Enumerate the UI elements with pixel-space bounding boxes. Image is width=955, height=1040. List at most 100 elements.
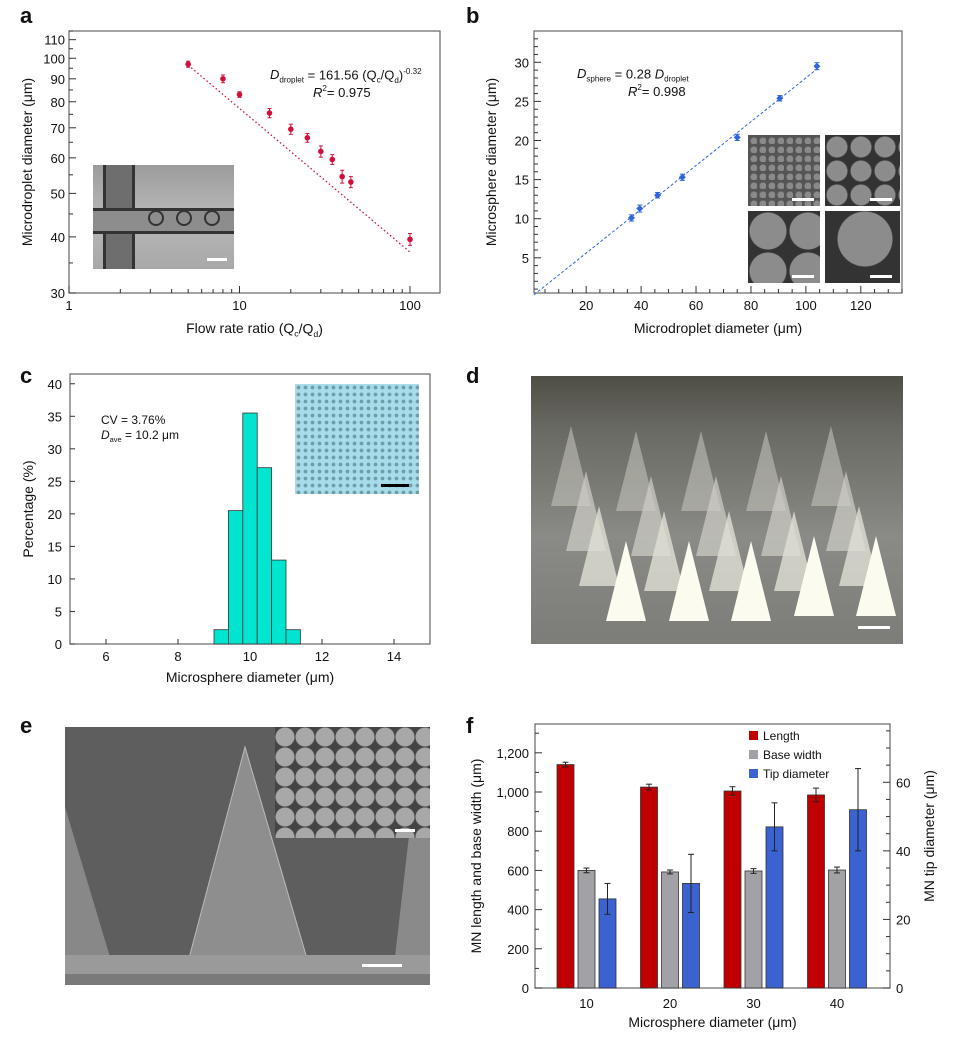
bar-length xyxy=(807,794,825,989)
y-tick-label: 70 xyxy=(51,121,65,136)
y-tick-label: 200 xyxy=(507,942,529,957)
bar-base-width xyxy=(744,870,763,989)
y-tick-label: 10 xyxy=(48,572,62,587)
r-squared: R2= 0.998 xyxy=(628,83,686,99)
y-tick-label: 30 xyxy=(51,286,65,301)
x-tick-label: 60 xyxy=(689,298,703,313)
sem-inset-grid xyxy=(748,135,900,283)
microneedle-sem-cones xyxy=(65,745,430,985)
r-squared: R2= 0.975 xyxy=(313,84,371,100)
y-axis-label: Microsphere diameter (μm) xyxy=(483,78,499,246)
x-tick-label: 8 xyxy=(174,649,181,664)
legend-swatch xyxy=(749,731,758,740)
data-point xyxy=(185,61,191,67)
y2-tick-label: 60 xyxy=(896,775,910,790)
scale-bar xyxy=(870,198,892,201)
data-point xyxy=(678,173,686,181)
bar-length xyxy=(556,764,575,989)
y2-axis-label: MN tip diameter (μm) xyxy=(921,770,937,902)
fit-line xyxy=(533,68,818,296)
microneedle-sem-photo xyxy=(65,727,430,985)
x-tick-label: 10 xyxy=(579,996,593,1011)
y-tick-label: 30 xyxy=(48,442,62,457)
x-tick-label: 120 xyxy=(850,298,872,313)
y-tick-label: 5 xyxy=(522,251,529,266)
histogram-bar xyxy=(256,467,273,645)
data-point xyxy=(654,191,662,199)
panel-letter-b: b xyxy=(466,3,480,28)
x-tick-label: 14 xyxy=(387,649,401,664)
x-tick-label: 40 xyxy=(830,996,844,1011)
data-point xyxy=(776,94,784,102)
data-point xyxy=(813,62,821,70)
y2-tick-label: 20 xyxy=(896,912,910,927)
data-point xyxy=(348,179,354,185)
y-tick-label: 30 xyxy=(515,55,529,70)
y-tick-label: 15 xyxy=(515,173,529,188)
y-tick-label: 25 xyxy=(48,474,62,489)
bar-base-width xyxy=(577,870,596,989)
plot-frame xyxy=(68,30,441,294)
microsphere-sem-inset xyxy=(275,727,430,838)
panel-letter-e: e xyxy=(20,713,33,738)
data-point xyxy=(407,236,413,243)
x-tick-label: 12 xyxy=(315,649,329,664)
y-tick-label: 20 xyxy=(48,507,62,522)
data-point xyxy=(236,91,243,98)
x-tick-label: 20 xyxy=(579,298,593,313)
scale-bar xyxy=(381,484,409,487)
y-axis-label: MN length and base width (μm) xyxy=(468,759,484,954)
histogram-bar xyxy=(285,629,301,645)
y-tick-label: 0 xyxy=(522,981,529,996)
x-tick-label: 1 xyxy=(65,298,72,313)
x-tick-label: 6 xyxy=(102,649,109,664)
panel-letter-a: a xyxy=(20,3,33,28)
y-tick-label: 1,000 xyxy=(496,785,529,800)
y-tick-label: 40 xyxy=(48,377,62,392)
data-point xyxy=(329,156,336,163)
data-point xyxy=(288,126,294,132)
data-point xyxy=(627,214,635,222)
x-tick-label: 20 xyxy=(663,996,677,1011)
x-tick-label: 10 xyxy=(232,298,246,313)
scale-bar xyxy=(858,626,890,629)
y-tick-label: 5 xyxy=(55,604,62,619)
scale-bar xyxy=(792,198,814,201)
plot-frame xyxy=(533,30,903,294)
sem-image-4 xyxy=(825,211,900,283)
y2-tick-label: 0 xyxy=(896,981,903,996)
fit-equation: Dsphere = 0.28 Ddroplet xyxy=(577,66,689,84)
y-tick-label: 35 xyxy=(48,409,62,424)
y-tick-label: 110 xyxy=(44,33,65,48)
x-tick-label: 40 xyxy=(634,298,648,313)
y-tick-label: 800 xyxy=(507,824,529,839)
data-point xyxy=(220,75,226,82)
x-tick-label: 10 xyxy=(243,649,257,664)
y-tick-label: 1,200 xyxy=(496,746,529,761)
x-tick-label: 80 xyxy=(744,298,758,313)
sem-image-1 xyxy=(748,135,820,206)
fit-line xyxy=(187,64,411,253)
y-tick-label: 600 xyxy=(507,863,529,878)
y-axis-label: Percentage (%) xyxy=(20,460,36,557)
bar-base-width xyxy=(828,869,846,989)
x-tick-label: 100 xyxy=(399,298,421,313)
cv-annotation: CV = 3.76% xyxy=(101,413,166,427)
bar-length xyxy=(640,786,658,989)
y-tick-label: 50 xyxy=(51,186,65,201)
x-tick-label: 30 xyxy=(746,996,760,1011)
y-tick-label: 100 xyxy=(43,51,65,66)
data-point xyxy=(266,110,273,116)
y-tick-label: 25 xyxy=(515,94,529,109)
x-axis-label: Microsphere diameter (μm) xyxy=(628,1014,796,1030)
y-tick-label: 400 xyxy=(507,903,529,918)
y-tick-label: 0 xyxy=(55,637,62,652)
data-point xyxy=(636,205,644,213)
sem-image-2 xyxy=(825,135,900,206)
microneedle-array-photo xyxy=(531,376,903,644)
x-axis-label: Flow rate ratio (Qc/Qd) xyxy=(186,320,323,339)
plot-frame xyxy=(534,723,891,989)
y-tick-label: 60 xyxy=(51,151,65,166)
